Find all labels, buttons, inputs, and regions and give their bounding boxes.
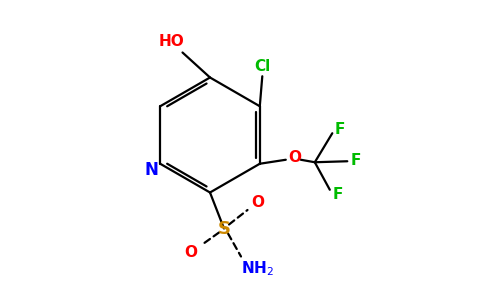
Text: F: F xyxy=(333,187,343,202)
Text: S: S xyxy=(217,220,230,238)
Text: O: O xyxy=(184,245,197,260)
Text: HO: HO xyxy=(159,34,184,49)
Text: F: F xyxy=(351,153,362,168)
Text: NH$_2$: NH$_2$ xyxy=(241,259,273,278)
Text: N: N xyxy=(144,161,158,179)
Text: O: O xyxy=(288,150,302,165)
Text: Cl: Cl xyxy=(254,59,271,74)
Text: O: O xyxy=(252,195,264,210)
Text: F: F xyxy=(335,122,346,137)
